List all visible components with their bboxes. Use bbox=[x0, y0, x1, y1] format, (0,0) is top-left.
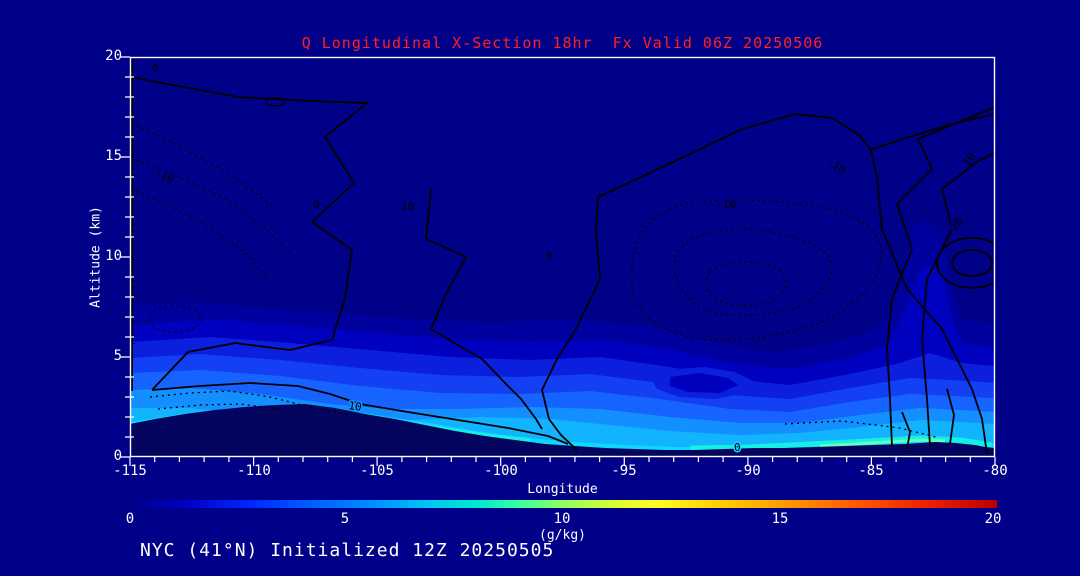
x-tick--95: -95 bbox=[611, 463, 637, 479]
colorbar-unit: (g/kg) bbox=[539, 528, 586, 543]
y-tick-10: 10 bbox=[105, 248, 122, 264]
wind-contours-dashed bbox=[130, 105, 937, 438]
x-axis-label: Longitude bbox=[527, 482, 598, 497]
plot-frame bbox=[129, 56, 996, 458]
cross-section-plot: 0 -10 -10 0 10 0 -10 10 20 10 0 bbox=[121, 56, 996, 466]
terrain-silhouette bbox=[130, 404, 995, 457]
colorbar bbox=[128, 500, 997, 508]
x-tick--100: -100 bbox=[484, 463, 518, 479]
x-tick--115: -115 bbox=[113, 463, 147, 479]
svg-text:0: 0 bbox=[546, 250, 553, 263]
init-annotation: NYC (41°N) Initialized 12Z 20250505 bbox=[140, 540, 555, 561]
y-tick-0: 0 bbox=[113, 448, 122, 464]
y-axis-label: Altitude (km) bbox=[88, 206, 104, 308]
axis-ticks bbox=[121, 56, 996, 466]
colorbar-tick-0: 0 bbox=[125, 511, 135, 527]
y-tick-15: 15 bbox=[105, 148, 122, 164]
x-tick--85: -85 bbox=[858, 463, 884, 479]
x-tick--105: -105 bbox=[360, 463, 394, 479]
wind-contours-solid bbox=[130, 57, 995, 455]
x-tick--80: -80 bbox=[982, 463, 1008, 479]
svg-text:-10: -10 bbox=[716, 198, 736, 211]
svg-text:0: 0 bbox=[734, 441, 741, 454]
y-tick-20: 20 bbox=[105, 48, 122, 64]
plot-interior: 0 -10 -10 0 10 0 -10 10 20 10 0 bbox=[130, 57, 995, 457]
x-axis-ticks bbox=[129, 457, 996, 466]
svg-text:0: 0 bbox=[313, 198, 320, 211]
colorbar-tick-5: 5 bbox=[340, 511, 350, 527]
svg-text:0: 0 bbox=[152, 62, 159, 75]
y-axis-ticks bbox=[121, 56, 134, 458]
x-tick--90: -90 bbox=[735, 463, 761, 479]
colorbar-tick-20: 20 bbox=[984, 511, 1002, 527]
svg-text:10: 10 bbox=[348, 399, 363, 414]
chart-title: Q Longitudinal X-Section 18hr Fx Valid 0… bbox=[301, 34, 824, 52]
colorbar-tick-10: 10 bbox=[553, 511, 571, 527]
y-tick-5: 5 bbox=[113, 348, 122, 364]
x-tick--110: -110 bbox=[237, 463, 271, 479]
svg-text:10: 10 bbox=[401, 200, 414, 213]
colorbar-tick-15: 15 bbox=[771, 511, 789, 527]
